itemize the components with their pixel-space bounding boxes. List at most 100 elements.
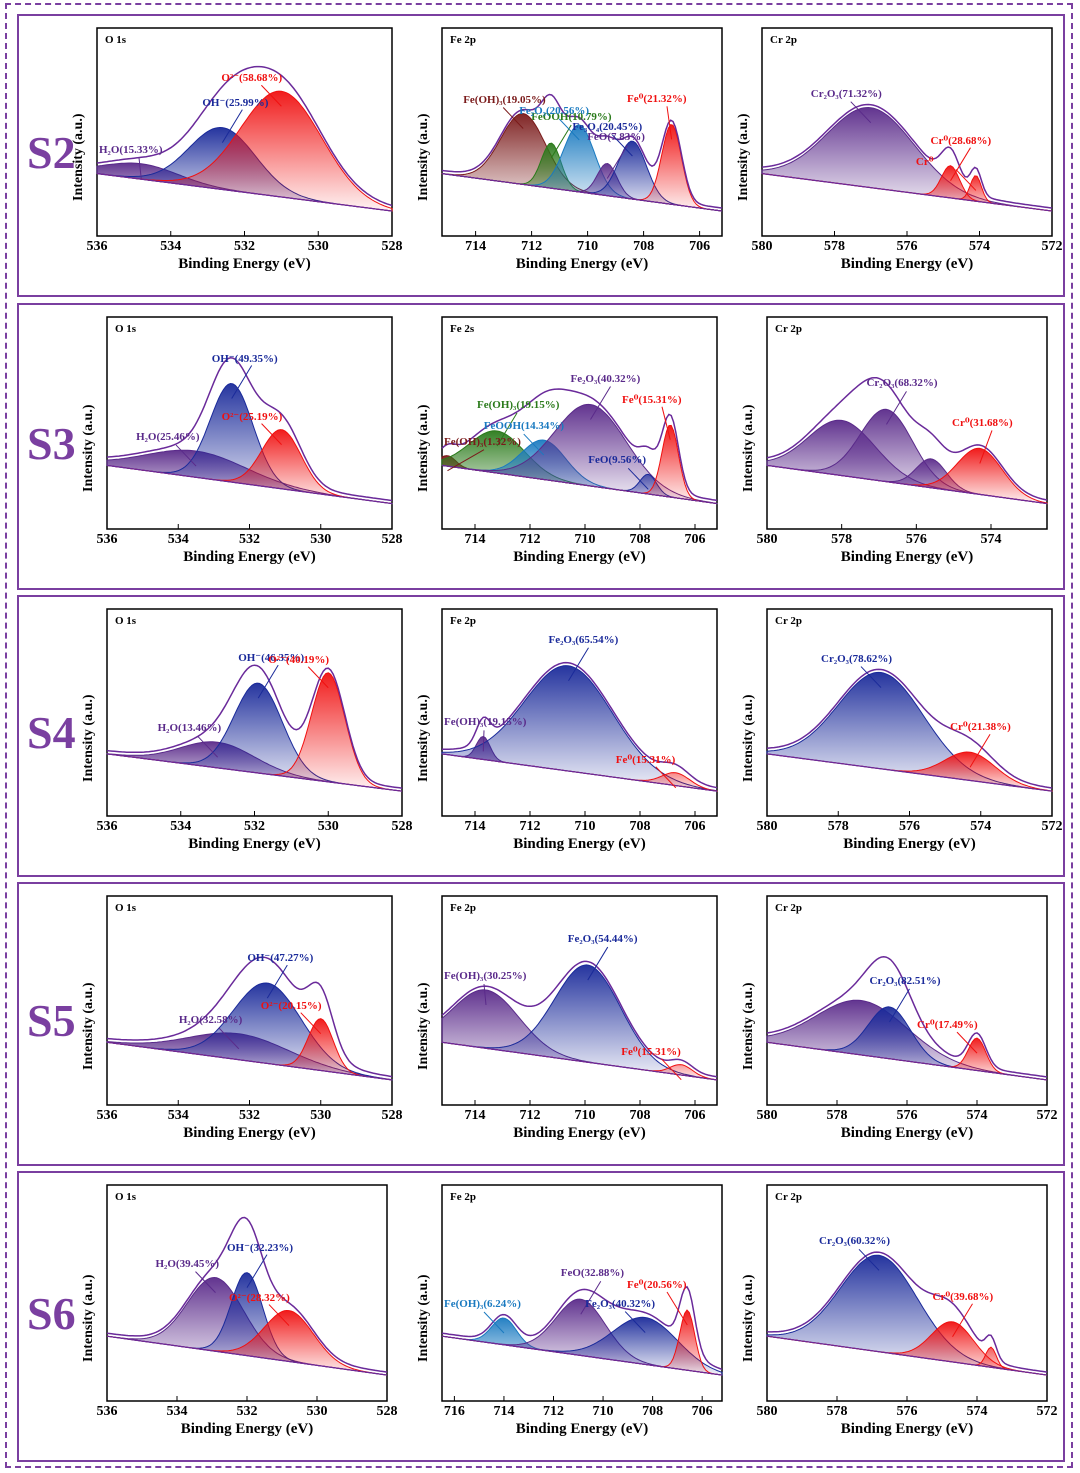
tick-label: 578 (824, 239, 845, 254)
tick-label: 534 (160, 239, 182, 254)
tick-label: 710 (577, 239, 599, 254)
plot-frame (441, 895, 718, 1106)
envelope-line (441, 1285, 723, 1371)
baseline-line (441, 1335, 723, 1376)
peak-arrow (660, 1058, 682, 1081)
y-axis-label: Intensity (a.u.) (81, 404, 96, 492)
tick-label: 530 (307, 239, 329, 254)
peak-label: O²⁻(20.15%) (260, 999, 322, 1012)
peak-arrow (969, 733, 991, 768)
tick-label: 576 (896, 239, 918, 254)
panel-title: Cr 2p (770, 34, 797, 46)
baseline-line (106, 1335, 388, 1376)
baseline-line (96, 173, 393, 212)
peak-arrow (523, 433, 545, 456)
tick-label: 708 (633, 239, 655, 254)
panel-title: O 1s (115, 615, 137, 627)
sample-row-s5: S5 536 534 532 530 528 O 1s Intensity (a.u.) Bin… (17, 882, 1065, 1166)
baseline-line (106, 1041, 393, 1081)
baseline-line (106, 464, 393, 505)
envelope-line (766, 376, 1048, 501)
x-axis-label: Binding Energy (eV) (183, 549, 316, 565)
y-axis-label: Intensity (a.u.) (416, 693, 431, 782)
peak-label: O²⁻(40.19%) (268, 653, 329, 666)
xps-plot (761, 27, 1053, 237)
figure-frame (5, 3, 1073, 1468)
xps-plot (441, 27, 723, 237)
y-axis-label: Intensity (a.u.) (736, 113, 751, 201)
panel-title: Fe 2p (450, 1191, 476, 1203)
x-axis-label: Binding Energy (eV) (840, 256, 974, 272)
x-axis-label: Binding Energy (eV) (843, 836, 976, 852)
xps-panel: 536 534 532 530 528 O 1s Intensity (a.u.) Bindi… (81, 895, 403, 1141)
y-axis-label: Intensity (a.u.) (416, 1274, 431, 1362)
y-axis-label: Intensity (a.u.) (741, 693, 756, 782)
peak-label: Cr₂O₃(60.32%) (819, 1235, 891, 1248)
peak-label: Cr⁰(39.68%) (932, 1290, 994, 1303)
peak-label: H₂O(13.46%) (157, 722, 222, 735)
envelope-line (441, 661, 718, 789)
peak-arrow (606, 145, 628, 179)
y-axis-label: Intensity (a.u.) (741, 1274, 756, 1362)
baseline-line (766, 1335, 1048, 1376)
peak-arrow (483, 983, 487, 1006)
sample-label: S3 (27, 417, 76, 469)
xps-panel: 716 714 712 710 708 706 Fe 2p Intensity (a.u.) B… (416, 1184, 723, 1437)
tick-label: 706 (691, 1404, 713, 1419)
peak-label: Fe₂O₃(54.44%) (567, 933, 638, 946)
y-axis-label: Intensity (a.u.) (81, 981, 96, 1070)
tick-label: 716 (443, 1404, 465, 1419)
baseline-line (766, 1041, 1048, 1081)
peak-label: Fe⁰(15.31%) (622, 393, 682, 406)
baseline-line (106, 753, 403, 792)
peak-label: OH⁻(46.35%) (238, 652, 305, 665)
tick-label: 712 (519, 532, 541, 547)
x-axis-label: Binding Energy (eV) (515, 256, 649, 272)
fitted-peak (106, 382, 393, 505)
tick-label: 580 (756, 1108, 778, 1123)
tick-label: 576 (896, 1108, 918, 1123)
envelope-line (766, 956, 1048, 1078)
peak-arrow (860, 666, 882, 688)
xps-plot (441, 895, 718, 1106)
x-axis-label: Binding Energy (eV) (178, 256, 311, 272)
peak-arrow (175, 444, 197, 467)
peak-arrow (218, 1027, 240, 1050)
tick-label: 574 (970, 819, 992, 834)
peak-arrow (261, 423, 282, 445)
tick-label: 580 (756, 532, 778, 547)
xps-panel: 714 712 710 708 706 Fe 2p Intensity (a.u.) Bind… (416, 608, 718, 852)
tick-label: 574 (980, 532, 1002, 547)
xps-panel: 580 578 576 574 Cr 2p Intensity (a.u.) Binding… (741, 316, 1048, 565)
peak-label: FeO(32.88%) (560, 1267, 624, 1280)
peak-arrow (266, 964, 288, 999)
peak-label: FeO(7.83%) (587, 131, 645, 144)
xps-panel: 580 578 576 574 572 Cr 2p Intensity (a.u.) Bind… (736, 27, 1063, 272)
peak-label: Fe(OH)₃(30.25%) (444, 970, 527, 982)
peak-arrow (483, 1311, 505, 1334)
peak-arrow (568, 647, 589, 682)
tick-label: 712 (543, 1404, 564, 1419)
peak-arrow (496, 412, 518, 447)
peak-arrow (612, 134, 633, 157)
xps-plot (441, 316, 718, 530)
sample-row-s3: S3 536 534 532 530 528 O 1s Intensity (a.u.) Bin… (17, 303, 1065, 590)
y-axis-label: Intensity (a.u.) (416, 113, 431, 201)
peak-arrow (661, 406, 671, 440)
y-axis-label: Intensity (a.u.) (416, 404, 431, 492)
tick-label: 532 (239, 532, 260, 547)
xps-panel: 714 712 710 708 706 Fe 2p Intensity (a.u.) Bind… (416, 27, 723, 272)
envelope-line (106, 357, 393, 502)
plot-frame (441, 316, 718, 530)
x-axis-label: Binding Energy (eV) (513, 1125, 646, 1141)
tick-label: 530 (317, 819, 339, 834)
peak-arrow (850, 101, 872, 124)
envelope-line (441, 960, 718, 1078)
peak-label: FeOOH(14.34%) (483, 420, 565, 433)
peak-arrow (261, 84, 282, 107)
tick-label: 574 (966, 1108, 988, 1123)
tick-label: 572 (1041, 819, 1063, 834)
peak-label: Cr₂O₃(68.32%) (866, 377, 938, 390)
plot-frame (441, 1184, 723, 1402)
xps-panel: 536 534 532 530 528 O 1s Intensity (a.u.) Bindi… (81, 1184, 398, 1437)
